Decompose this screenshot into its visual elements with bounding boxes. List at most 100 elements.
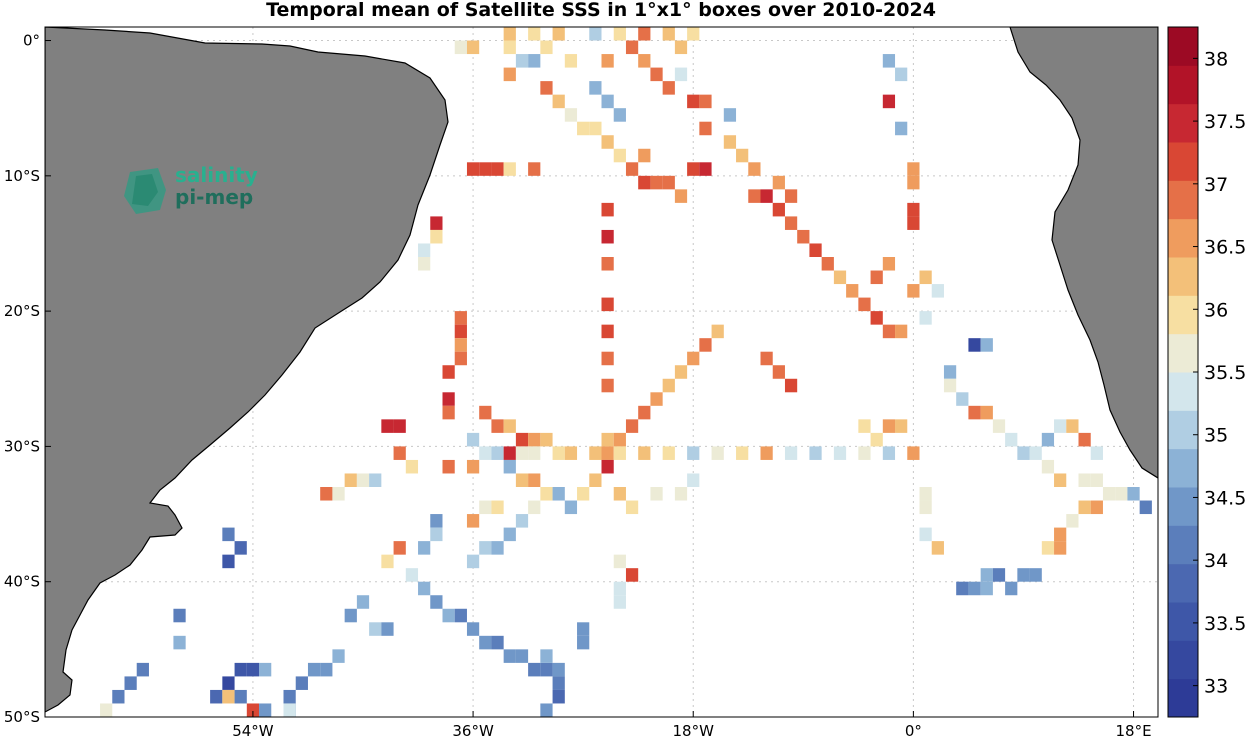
colorbar-tick-label: 36: [1204, 299, 1228, 321]
sss-cell: [1041, 459, 1055, 474]
sss-cell: [687, 446, 700, 460]
colorbar-segment: [1168, 218, 1198, 258]
sss-cell: [1066, 514, 1079, 528]
sss-cell: [980, 581, 993, 596]
y-tick-label: 0°: [23, 32, 40, 50]
sss-cell: [479, 500, 492, 515]
colorbar-tick-label: 38: [1204, 48, 1228, 70]
sss-cell: [895, 419, 908, 433]
sss-cell: [613, 148, 626, 163]
sss-cell: [870, 311, 883, 325]
sss-cell: [295, 676, 308, 690]
x-tick-label: 0°: [905, 722, 922, 740]
sss-cell: [882, 324, 896, 339]
sss-cell: [833, 446, 847, 460]
sss-cell: [601, 432, 614, 447]
sss-cell: [687, 162, 700, 176]
sss-cell: [369, 473, 382, 487]
sss-cell: [809, 243, 822, 257]
y-tick-label: 30°S: [4, 437, 40, 455]
sss-cell: [638, 148, 651, 163]
sss-cell: [760, 351, 773, 366]
colorbar-tick-label: 36.5: [1204, 237, 1245, 259]
colorbar-tick-labels: 33 33.5 34 34.5 35 35.5 36 36.5 37 37.5 38: [1193, 48, 1245, 698]
colorbar-segment: [1168, 563, 1198, 603]
sss-cell: [430, 229, 443, 244]
sss-cell: [687, 94, 700, 109]
sss-cell: [466, 554, 480, 569]
sss-cell: [601, 378, 614, 393]
sss-cell: [283, 689, 296, 704]
sss-cell: [503, 67, 516, 82]
sss-cell: [1054, 473, 1067, 487]
sss-cell: [882, 257, 896, 271]
sss-cell: [650, 175, 663, 190]
sss-cell: [589, 446, 602, 460]
sss-cell: [601, 54, 614, 68]
sss-cell: [699, 162, 712, 176]
sss-cell: [466, 162, 480, 176]
sss-cell: [552, 689, 565, 704]
sss-cell: [687, 27, 700, 41]
sss-cell: [430, 527, 443, 542]
y-axis-ticks: 0° 10°S 20°S 30°S 40°S 50°S: [4, 32, 51, 726]
sss-cell: [650, 67, 663, 82]
sss-cell: [858, 446, 871, 460]
sss-cell: [907, 216, 920, 230]
sss-cell: [479, 635, 492, 650]
sss-cell: [246, 662, 260, 677]
sss-cell: [882, 446, 896, 460]
sss-cell: [931, 284, 944, 298]
x-tick-label: 18°E: [1115, 722, 1151, 740]
sss-cell: [895, 324, 908, 339]
sss-cell: [222, 689, 235, 704]
sss-cell: [442, 405, 455, 420]
sss-cell: [564, 54, 578, 68]
y-tick-label: 40°S: [4, 573, 40, 591]
sss-cell: [613, 487, 626, 501]
sss-cell: [1029, 446, 1042, 460]
sss-cell: [528, 54, 541, 68]
colorbar-segment: [1168, 295, 1198, 335]
sss-cell: [956, 581, 969, 596]
sss-cell: [454, 40, 467, 55]
colorbar-segment: [1168, 487, 1198, 526]
sss-cell: [943, 365, 957, 379]
sss-cell: [772, 175, 785, 190]
colorbar-segment: [1168, 678, 1198, 718]
colorbar-tick-label: 34.5: [1204, 487, 1245, 509]
sss-cell: [1090, 446, 1103, 460]
sss-cell: [540, 649, 553, 663]
sss-cell: [552, 662, 565, 677]
sss-cell: [393, 446, 406, 460]
sss-cell: [674, 189, 688, 203]
sss-cell: [564, 446, 578, 460]
sss-cell: [1139, 500, 1152, 515]
colorbar-tick-label: 35.5: [1204, 362, 1245, 384]
sss-cell: [491, 541, 504, 555]
sss-cell: [1005, 432, 1018, 447]
sss-cell: [503, 649, 516, 663]
sss-cell: [797, 229, 810, 244]
sss-cell: [1017, 568, 1030, 582]
sss-cell: [491, 419, 504, 433]
africa-landmass: [1009, 27, 1158, 479]
sss-cell: [846, 284, 859, 298]
sss-cell: [479, 405, 492, 420]
map-area[interactable]: salinity pi-mep: [45, 27, 1158, 717]
sss-cell: [613, 595, 626, 609]
sss-cell: [503, 419, 516, 433]
sss-cell: [466, 432, 480, 447]
sss-cell: [858, 297, 871, 312]
sss-cell: [772, 365, 785, 379]
sss-cell: [234, 662, 247, 677]
sss-cell: [418, 581, 431, 596]
x-tick-label: 18°W: [673, 722, 715, 740]
sss-cell: [552, 94, 565, 109]
sss-cell: [882, 94, 896, 109]
sss-cell: [1041, 541, 1055, 555]
sss-cell: [136, 662, 149, 677]
sss-cell: [821, 257, 834, 271]
sss-cell: [601, 229, 614, 244]
sss-cell: [699, 94, 712, 109]
